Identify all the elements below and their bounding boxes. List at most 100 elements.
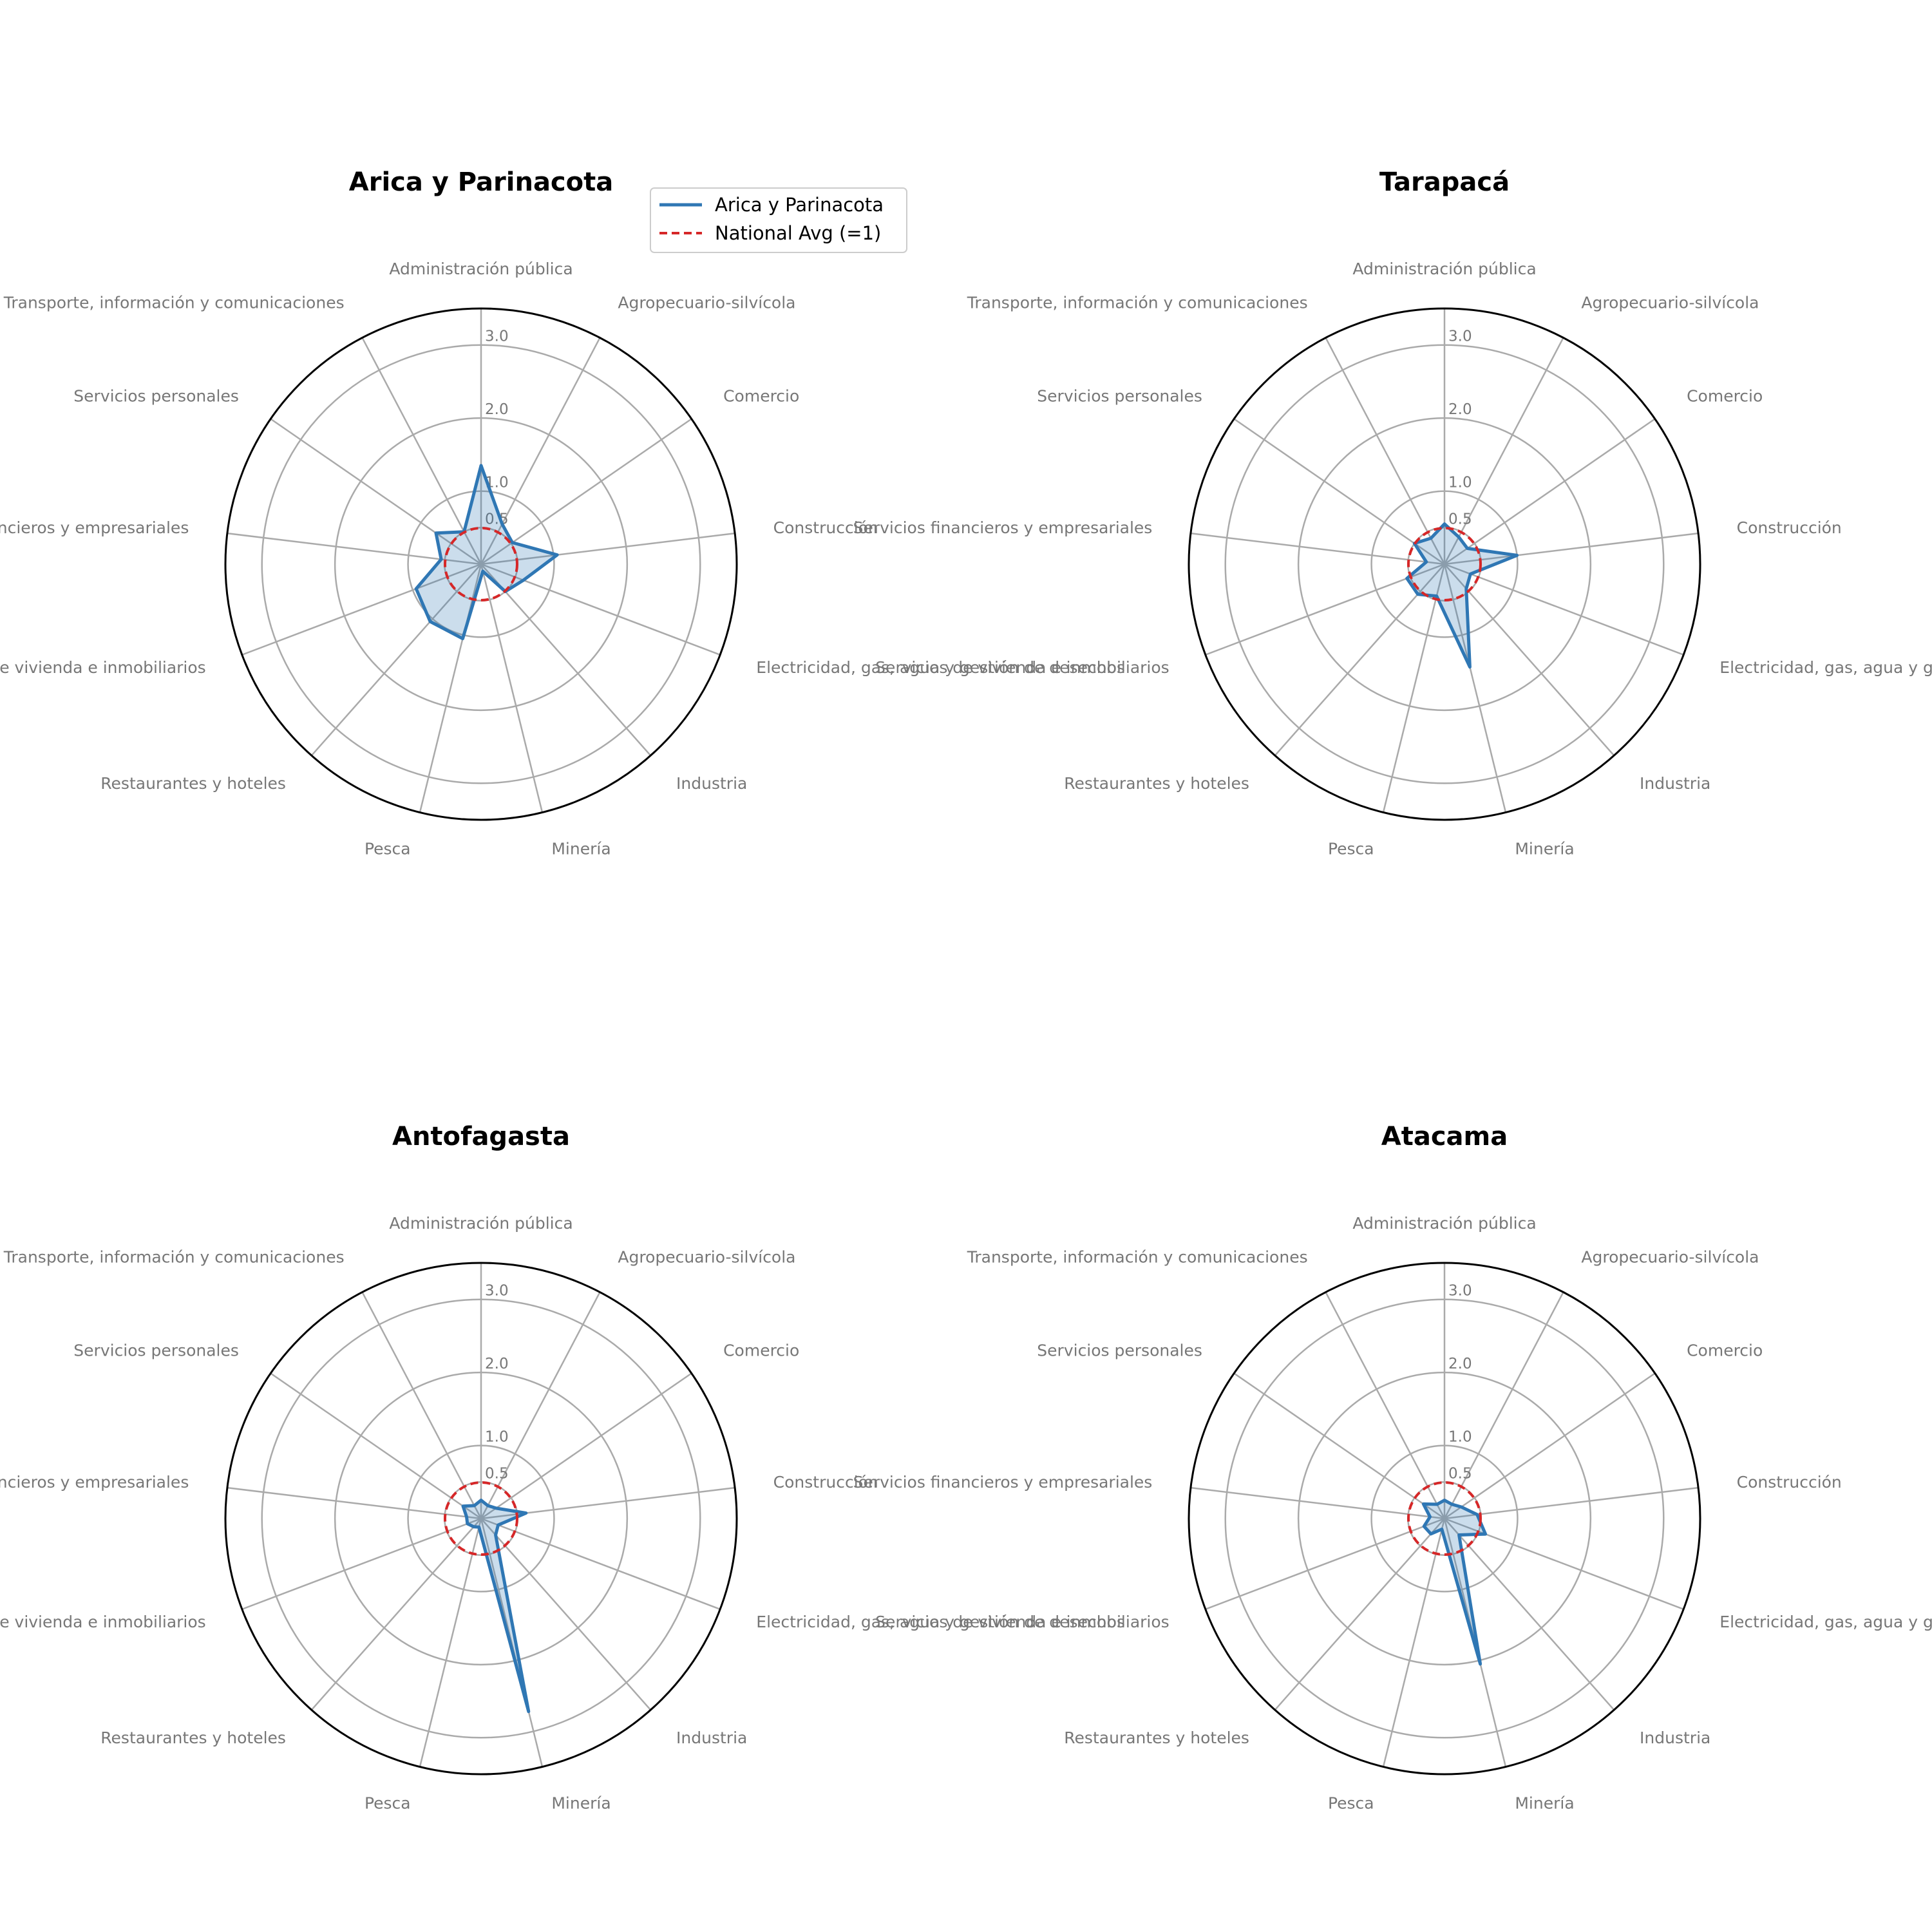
national-average-circle (1407, 527, 1482, 601)
spoke-line (1444, 1518, 1615, 1710)
radial-tick-label: 0.5 (1448, 511, 1472, 527)
national-average-circle (1407, 1481, 1482, 1556)
category-label: Transporte, información y comunicaciones (3, 1247, 345, 1266)
category-label: Transporte, información y comunicaciones (967, 293, 1308, 312)
category-label: Comercio (723, 1341, 799, 1359)
outer-frame (224, 1262, 738, 1776)
category-label: Comercio (1687, 1341, 1763, 1359)
category-label: Servicios personales (73, 1341, 239, 1359)
radial-tick-label: 1.0 (1448, 1429, 1472, 1446)
spoke-line (1325, 337, 1446, 565)
spoke-line (1382, 564, 1446, 813)
spoke-line (480, 418, 692, 565)
category-label: Minería (551, 840, 611, 858)
category-label: Servicios financieros y empresariales (0, 1473, 189, 1492)
spoke-line (1190, 1486, 1445, 1520)
series-area (416, 465, 558, 639)
category-label: Servicios financieros y empresariales (853, 1473, 1153, 1492)
spoke-line (480, 564, 652, 756)
spoke-line (1233, 1372, 1445, 1520)
spoke-line (480, 532, 735, 565)
spoke-line (1274, 1518, 1445, 1710)
legend-box (650, 187, 907, 253)
spoke-line (1382, 1518, 1446, 1767)
spoke-line (419, 1518, 482, 1767)
category-label: Industria (676, 774, 747, 793)
category-label: Servicios personales (73, 386, 239, 405)
series-line (1421, 1499, 1488, 1666)
spoke-line (1444, 1486, 1699, 1520)
category-label: Pesca (365, 840, 411, 858)
spoke-line (480, 564, 544, 813)
spoke-line (270, 1372, 482, 1520)
spoke-line (1444, 532, 1699, 565)
spoke-line (361, 1291, 482, 1519)
radial-tick-label: 0.5 (485, 1465, 509, 1482)
national-average-circle (444, 527, 518, 601)
spoke-line (1444, 563, 1684, 656)
spoke-line (1444, 1372, 1656, 1520)
spoke-line (1205, 1517, 1445, 1610)
category-label: Electricidad, gas, agua y gestión de des… (1719, 658, 1932, 677)
category-label: Administración pública (389, 260, 573, 278)
spoke-line (310, 564, 482, 756)
spoke-line (1274, 564, 1445, 756)
spoke-line (227, 1486, 482, 1520)
category-label: Pesca (365, 1794, 411, 1813)
category-label: Industria (1640, 1728, 1710, 1747)
category-label: Transporte, información y comunicaciones (967, 1247, 1308, 1266)
category-label: Agropecuario-silvícola (618, 1247, 795, 1266)
category-label: Construcción (773, 518, 878, 537)
radial-tick-label: 1.0 (1448, 475, 1472, 491)
category-label: Industria (1640, 774, 1710, 793)
spoke-line (1190, 532, 1445, 565)
category-label: Comercio (723, 386, 799, 405)
legend-series-label: Arica y Parinacota (715, 194, 884, 216)
spoke-line (1444, 564, 1615, 756)
spoke-line (1325, 1291, 1446, 1519)
category-label: Administración pública (1352, 1214, 1536, 1233)
category-label: Minería (551, 1794, 611, 1813)
category-label: Pesca (1328, 1794, 1374, 1813)
category-label: Industria (676, 1728, 747, 1747)
category-label: Electricidad, gas, agua y gestión de des… (756, 658, 1125, 677)
category-label: Administración pública (389, 1214, 573, 1233)
spoke-line (1443, 1291, 1564, 1519)
outer-frame (224, 307, 738, 821)
spoke-line (480, 563, 721, 656)
spoke-line (480, 1291, 601, 1519)
spoke-line (1443, 337, 1564, 565)
series-line (414, 464, 559, 641)
category-label: Restaurantes y hoteles (1064, 1728, 1249, 1747)
category-label: Minería (1515, 840, 1574, 858)
category-label: Servicios de vivienda e inmobiliarios (0, 658, 206, 677)
category-label: Minería (1515, 1794, 1574, 1813)
category-label: Servicios de vivienda e inmobiliarios (0, 1613, 206, 1631)
radial-tick-label: 2.0 (1448, 1356, 1472, 1372)
spoke-line (480, 1372, 692, 1520)
spoke-line (242, 563, 482, 656)
series-line (1405, 522, 1519, 669)
category-label: Servicios personales (1037, 1341, 1202, 1359)
category-label: Administración pública (1352, 260, 1536, 278)
category-label: Construcción (773, 1473, 878, 1492)
spoke-line (242, 1517, 482, 1610)
series-line (461, 1499, 531, 1714)
category-label: Restaurantes y hoteles (100, 1728, 286, 1747)
category-label: Servicios financieros y empresariales (853, 518, 1153, 537)
category-label: Restaurantes y hoteles (1064, 774, 1249, 793)
category-label: Transporte, información y comunicaciones (3, 293, 345, 312)
spoke-line (1443, 564, 1507, 813)
radial-tick-label: 3.0 (1448, 1283, 1472, 1300)
legend-reference-label: National Avg (=1) (715, 222, 881, 244)
radial-tick-label: 2.0 (485, 401, 509, 418)
spoke-line (480, 337, 601, 565)
category-label: Servicios de vivienda e inmobiliarios (875, 1613, 1170, 1631)
panel-title: Antofagasta (392, 1122, 570, 1151)
